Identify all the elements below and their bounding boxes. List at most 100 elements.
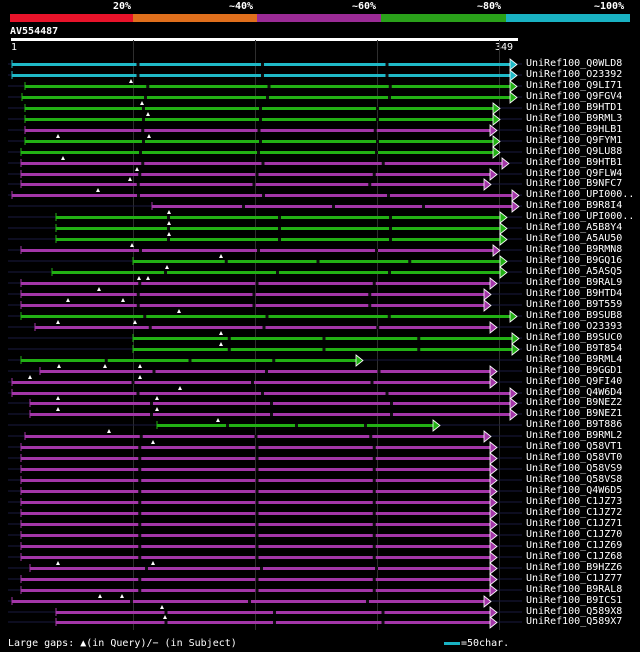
- hit-end-arrow: [501, 157, 510, 170]
- hit-end-arrow: [489, 529, 498, 542]
- hit-label[interactable]: UniRef100_B9HTB1: [526, 157, 623, 168]
- subject-gap: [150, 413, 153, 416]
- hit-label[interactable]: UniRef100_B9RAL8: [526, 584, 623, 595]
- subject-gap: [262, 194, 265, 197]
- hit-label[interactable]: UniRef100_Q589X8: [526, 606, 623, 617]
- subject-gap: [259, 140, 262, 143]
- hit-label[interactable]: UniRef100_C1JZ71: [526, 518, 623, 529]
- hit-label[interactable]: UniRef100_Q4W6D4: [526, 387, 623, 398]
- hit-label[interactable]: UniRef100_Q9FGV4: [526, 91, 623, 102]
- hit-label[interactable]: UniRef100_B9NEZ1: [526, 408, 623, 419]
- hit-label[interactable]: UniRef100_B9SUC0: [526, 332, 623, 343]
- hit-label[interactable]: UniRef100_B9R8I4: [526, 200, 623, 211]
- query-gap-triangle: [56, 407, 60, 411]
- subject-gap: [372, 282, 376, 285]
- hit-label[interactable]: UniRef100_Q9LI71: [526, 80, 623, 91]
- subject-gap: [385, 74, 389, 77]
- scale-label-60: ~60%: [352, 1, 377, 12]
- hit-label[interactable]: UniRef100_A5B8Y4: [526, 222, 623, 233]
- hit-end-arrow: [483, 430, 492, 443]
- hit-label[interactable]: UniRef100_B9T854: [526, 343, 623, 354]
- hit-label[interactable]: UniRef100_C1JZ68: [526, 551, 623, 562]
- hit-label[interactable]: UniRef100_O23393: [526, 321, 623, 332]
- hit-label[interactable]: UniRef100_Q58VS9: [526, 463, 623, 474]
- hit-label[interactable]: UniRef100_Q9LU88: [526, 146, 623, 157]
- subject-gap: [136, 63, 140, 66]
- subject-gap: [259, 107, 262, 110]
- hit-label[interactable]: UniRef100_O23392: [526, 69, 623, 80]
- hit-label[interactable]: UniRef100_B9T559: [526, 299, 623, 310]
- hit-end-arrow: [509, 397, 518, 410]
- hit-label[interactable]: UniRef100_Q58VT0: [526, 452, 623, 463]
- hit-label[interactable]: UniRef100_B9RML4: [526, 354, 623, 365]
- hit-label[interactable]: UniRef100_B9NEZ2: [526, 397, 623, 408]
- query-gap-triangle: [121, 298, 125, 302]
- subject-gap: [227, 337, 231, 340]
- hit-label[interactable]: UniRef100_B9RAL9: [526, 277, 623, 288]
- subject-gap: [388, 271, 391, 274]
- subject-gap: [138, 512, 142, 515]
- hit-end-arrow: [483, 299, 492, 312]
- subject-gap: [276, 271, 279, 274]
- subject-gap: [167, 216, 170, 219]
- scale-text: =50char.: [461, 638, 510, 649]
- hit-label[interactable]: UniRef100_B9HTD4: [526, 288, 623, 299]
- hit-label[interactable]: UniRef100_Q9FYM1: [526, 135, 623, 146]
- hit-label[interactable]: UniRef100_Q9FLW4: [526, 168, 623, 179]
- hit-label[interactable]: UniRef100_UPI000..: [526, 189, 635, 200]
- query-gap-triangle: [28, 375, 32, 379]
- hit-label[interactable]: UniRef100_B9GGD1: [526, 365, 623, 376]
- hit-label[interactable]: UniRef100_B9HZZ6: [526, 562, 623, 573]
- hit-label[interactable]: UniRef100_B9T886: [526, 419, 623, 430]
- hit-label[interactable]: UniRef100_B9RML3: [526, 113, 623, 124]
- hit-label[interactable]: UniRef100_B9HTD1: [526, 102, 623, 113]
- hit-label[interactable]: UniRef100_Q58VS8: [526, 474, 623, 485]
- hit-label[interactable]: UniRef100_C1JZ72: [526, 507, 623, 518]
- hit-label[interactable]: UniRef100_C1JZ77: [526, 573, 623, 584]
- hit-label[interactable]: UniRef100_B9RML2: [526, 430, 623, 441]
- hit-label[interactable]: UniRef100_B9ICS1: [526, 595, 623, 606]
- hit-label[interactable]: UniRef100_Q4W6D5: [526, 485, 623, 496]
- hit-end-arrow: [499, 266, 508, 279]
- subject-gap: [255, 512, 259, 515]
- hit-end-arrow: [509, 58, 518, 71]
- hit-label[interactable]: UniRef100_C1JZ73: [526, 496, 623, 507]
- hit-label[interactable]: UniRef100_C1JZ70: [526, 529, 623, 540]
- hit-label[interactable]: UniRef100_B9RMN8: [526, 244, 623, 255]
- subject-gap: [372, 589, 376, 592]
- hit-label[interactable]: UniRef100_A5ASQ5: [526, 266, 623, 277]
- hit-label[interactable]: UniRef100_A5AU50: [526, 233, 623, 244]
- subject-gap: [144, 96, 147, 99]
- query-gap-triangle: [219, 254, 223, 258]
- query-gap-triangle: [130, 243, 134, 247]
- subject-gap: [252, 304, 256, 307]
- hit-label[interactable]: UniRef100_C1JZ69: [526, 540, 623, 551]
- query-gap-triangle: [146, 112, 150, 116]
- hit-end-arrow: [489, 124, 498, 137]
- hit-label[interactable]: UniRef100_UPI000..: [526, 211, 635, 222]
- query-gap-triangle: [137, 276, 141, 280]
- subject-gap: [381, 621, 385, 624]
- hit-label[interactable]: UniRef100_B9HLB1: [526, 124, 623, 135]
- subject-gap: [388, 96, 391, 99]
- subject-gap: [372, 479, 376, 482]
- hit-label[interactable]: UniRef100_Q0WLD8: [526, 58, 623, 69]
- hit-end-arrow: [492, 244, 501, 257]
- hit-label[interactable]: UniRef100_Q9FI40: [526, 376, 623, 387]
- color-seg-cyan: [506, 14, 630, 22]
- subject-gap: [255, 173, 259, 176]
- subject-gap: [142, 107, 145, 110]
- subject-gap: [167, 238, 170, 241]
- hit-label[interactable]: UniRef100_B9NFC7: [526, 178, 623, 189]
- subject-gap: [255, 501, 259, 504]
- hit-label[interactable]: UniRef100_B9GQ16: [526, 255, 623, 266]
- subject-gap: [260, 567, 263, 570]
- hit-label[interactable]: UniRef100_Q589X7: [526, 616, 623, 627]
- grid-line: [377, 40, 378, 630]
- subject-gap: [136, 74, 140, 77]
- hit-label[interactable]: UniRef100_B9SUB8: [526, 310, 623, 321]
- hit-label[interactable]: UniRef100_Q58VT1: [526, 441, 623, 452]
- hit-end-arrow: [499, 255, 508, 268]
- subject-gap: [372, 173, 376, 176]
